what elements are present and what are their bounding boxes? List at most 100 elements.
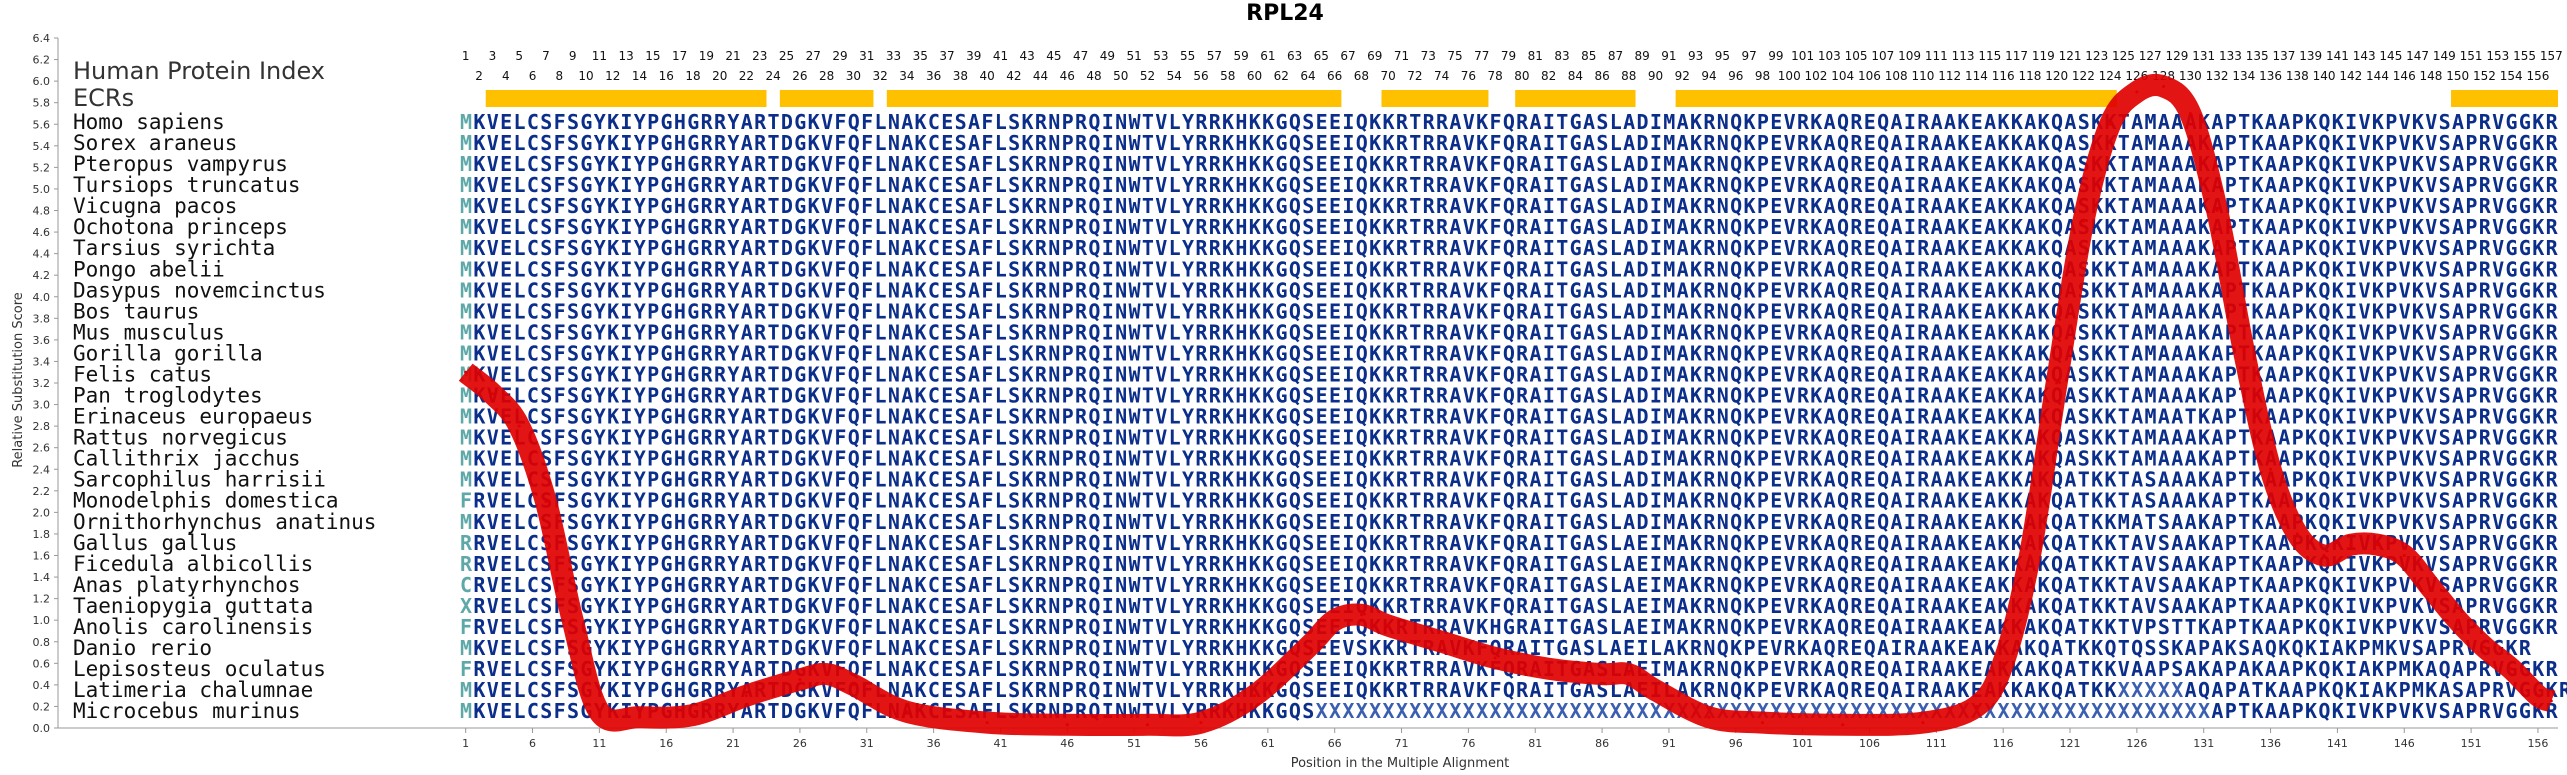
sequence-row: MKVELCSFSGYKIYPGHGRRYARTDGKVFQFLNAKCESAF… — [460, 362, 2559, 386]
substitution-point — [1252, 694, 1256, 698]
x-tick-label: 156 — [2527, 737, 2548, 750]
substitution-point — [1921, 721, 1925, 725]
position-number: 152 — [2473, 69, 2496, 83]
position-number: 20 — [712, 69, 727, 83]
position-number: 146 — [2393, 69, 2416, 83]
x-axis: 1 6 11 16 21 26 31 36 41 46 51 56 61 66 71 76 81 86 91 96 10… — [58, 727, 2558, 750]
species-label: Callithrix jacchus — [73, 447, 301, 471]
substitution-point — [2402, 554, 2406, 557]
position-number: 21 — [725, 49, 740, 63]
position-number: 43 — [1020, 49, 1035, 63]
x-tick-label: 116 — [1993, 737, 2014, 750]
position-number: 116 — [1992, 69, 2015, 83]
x-tick-label: 81 — [1528, 737, 1542, 750]
sequence-row: CRVELCSFSGYKIYPGHGRRYARTDGKVFQFLNAKCESAF… — [460, 573, 2559, 597]
position-number: 105 — [1845, 49, 1868, 63]
x-tick-label: 56 — [1194, 737, 1208, 750]
position-number: 47 — [1073, 49, 1088, 63]
x-tick-label: 141 — [2327, 737, 2348, 750]
species-label: Gallus gallus — [73, 531, 237, 555]
sequence-row: MKVELCSFSGYKIYPGHGRRYARTDGKVFQFLNAKCESAF… — [460, 447, 2559, 471]
substitution-point — [691, 713, 695, 717]
position-number: 84 — [1568, 69, 1583, 83]
position-number: 133 — [2219, 49, 2242, 63]
substitution-point — [1761, 721, 1765, 725]
position-number: 78 — [1487, 69, 1502, 83]
position-number: 59 — [1233, 49, 1248, 63]
substitution-point — [2242, 349, 2246, 353]
position-number: 109 — [1898, 49, 1921, 63]
position-number: 60 — [1247, 69, 1262, 83]
sequence-row: RRVELCSFSGYKIYPGHGRRYARTDGKVFQFLNAKCESAF… — [460, 552, 2559, 576]
substitution-point — [2456, 618, 2460, 622]
x-tick-label: 126 — [2126, 737, 2147, 750]
y-tick-label: 0.4 — [33, 679, 51, 692]
y-tick-label: 6.2 — [33, 54, 51, 67]
sequence-row: MKVELCSFSGYKIYPGHGRRYARTDGKVFQFLNAKCESAF… — [460, 384, 2559, 408]
position-number: 68 — [1354, 69, 1369, 83]
position-number: 103 — [1818, 49, 1841, 63]
y-tick-label: 5.4 — [33, 140, 51, 153]
ecr-bar — [2451, 90, 2558, 107]
substitution-point — [544, 500, 548, 504]
position-number: 97 — [1742, 49, 1757, 63]
position-number: 31 — [859, 49, 874, 63]
sequence-row: MKVELCSFSGYKIYPGHGRRYARTDGKVFQFLNAKCESAF… — [460, 341, 2559, 365]
ecr-bar — [1381, 90, 1489, 107]
sequence-row: MKVELCSFSGYKIYPGHGRRYARTDGKVFQFLNAKCESAF… — [460, 278, 2559, 302]
x-tick-label: 86 — [1595, 737, 1609, 750]
position-number: 108 — [1885, 69, 1908, 83]
position-number: 13 — [618, 49, 633, 63]
position-number: 56 — [1193, 69, 1208, 83]
substitution-point — [1493, 656, 1497, 660]
y-tick-label: 5.0 — [33, 183, 51, 196]
substitution-point — [597, 710, 601, 714]
position-number: 40 — [979, 69, 994, 83]
position-number: 104 — [1831, 69, 1854, 83]
substitution-point — [2536, 694, 2540, 698]
y-tick-label: 4.2 — [33, 269, 51, 282]
position-number: 142 — [2339, 69, 2362, 83]
position-number: 74 — [1434, 69, 1449, 83]
sequence-row: MKVELCSFSGYKIYPGHGRRYARTDGKVFQFLNAKCESAF… — [460, 426, 2559, 450]
species-label: Gorilla gorilla — [73, 341, 263, 365]
position-number: 96 — [1728, 69, 1743, 83]
substitution-point — [2429, 586, 2433, 590]
position-number: 3 — [489, 49, 497, 63]
position-number: 5 — [515, 49, 523, 63]
position-number: 41 — [993, 49, 1008, 63]
position-number: 85 — [1581, 49, 1596, 63]
substitution-point — [2322, 554, 2326, 557]
x-tick-label: 26 — [793, 737, 807, 750]
position-number: 45 — [1046, 49, 1061, 63]
position-number: 26 — [792, 69, 807, 83]
y-tick-label: 1.0 — [33, 614, 51, 627]
x-tick-label: 111 — [1926, 737, 1947, 750]
position-number: 65 — [1314, 49, 1329, 63]
position-number: 12 — [605, 69, 620, 83]
position-number: 64 — [1300, 69, 1315, 83]
y-tick-label: 4.4 — [33, 248, 51, 261]
position-number: 86 — [1594, 69, 1609, 83]
y-tick-label: 0.6 — [33, 657, 51, 670]
position-number: 89 — [1635, 49, 1650, 63]
position-number: 77 — [1474, 49, 1489, 63]
y-tick-label: 2.4 — [33, 463, 51, 476]
position-number: 42 — [1006, 69, 1021, 83]
human-protein-index-label: Human Protein Index — [73, 57, 325, 85]
x-tick-label: 16 — [659, 737, 673, 750]
position-number: 38 — [953, 69, 968, 83]
y-tick-label: 1.6 — [33, 550, 51, 563]
species-label: Tarsius syrichta — [73, 236, 275, 260]
position-number: 138 — [2286, 69, 2309, 83]
species-label: Monodelphis domestica — [73, 489, 339, 513]
substitution-point — [985, 721, 989, 725]
x-tick-label: 51 — [1127, 737, 1141, 750]
sequence-row: MKVELCSFSGYKIYPGHGRRYARTDGKVFQFLNAKCESAF… — [460, 257, 2559, 281]
position-number: 137 — [2272, 49, 2295, 63]
position-number: 80 — [1514, 69, 1529, 83]
species-label: Pteropus vampyrus — [73, 152, 288, 176]
chart-title: RPL24 — [1246, 1, 1324, 26]
position-number: 7 — [542, 49, 550, 63]
substitution-point — [517, 424, 521, 428]
